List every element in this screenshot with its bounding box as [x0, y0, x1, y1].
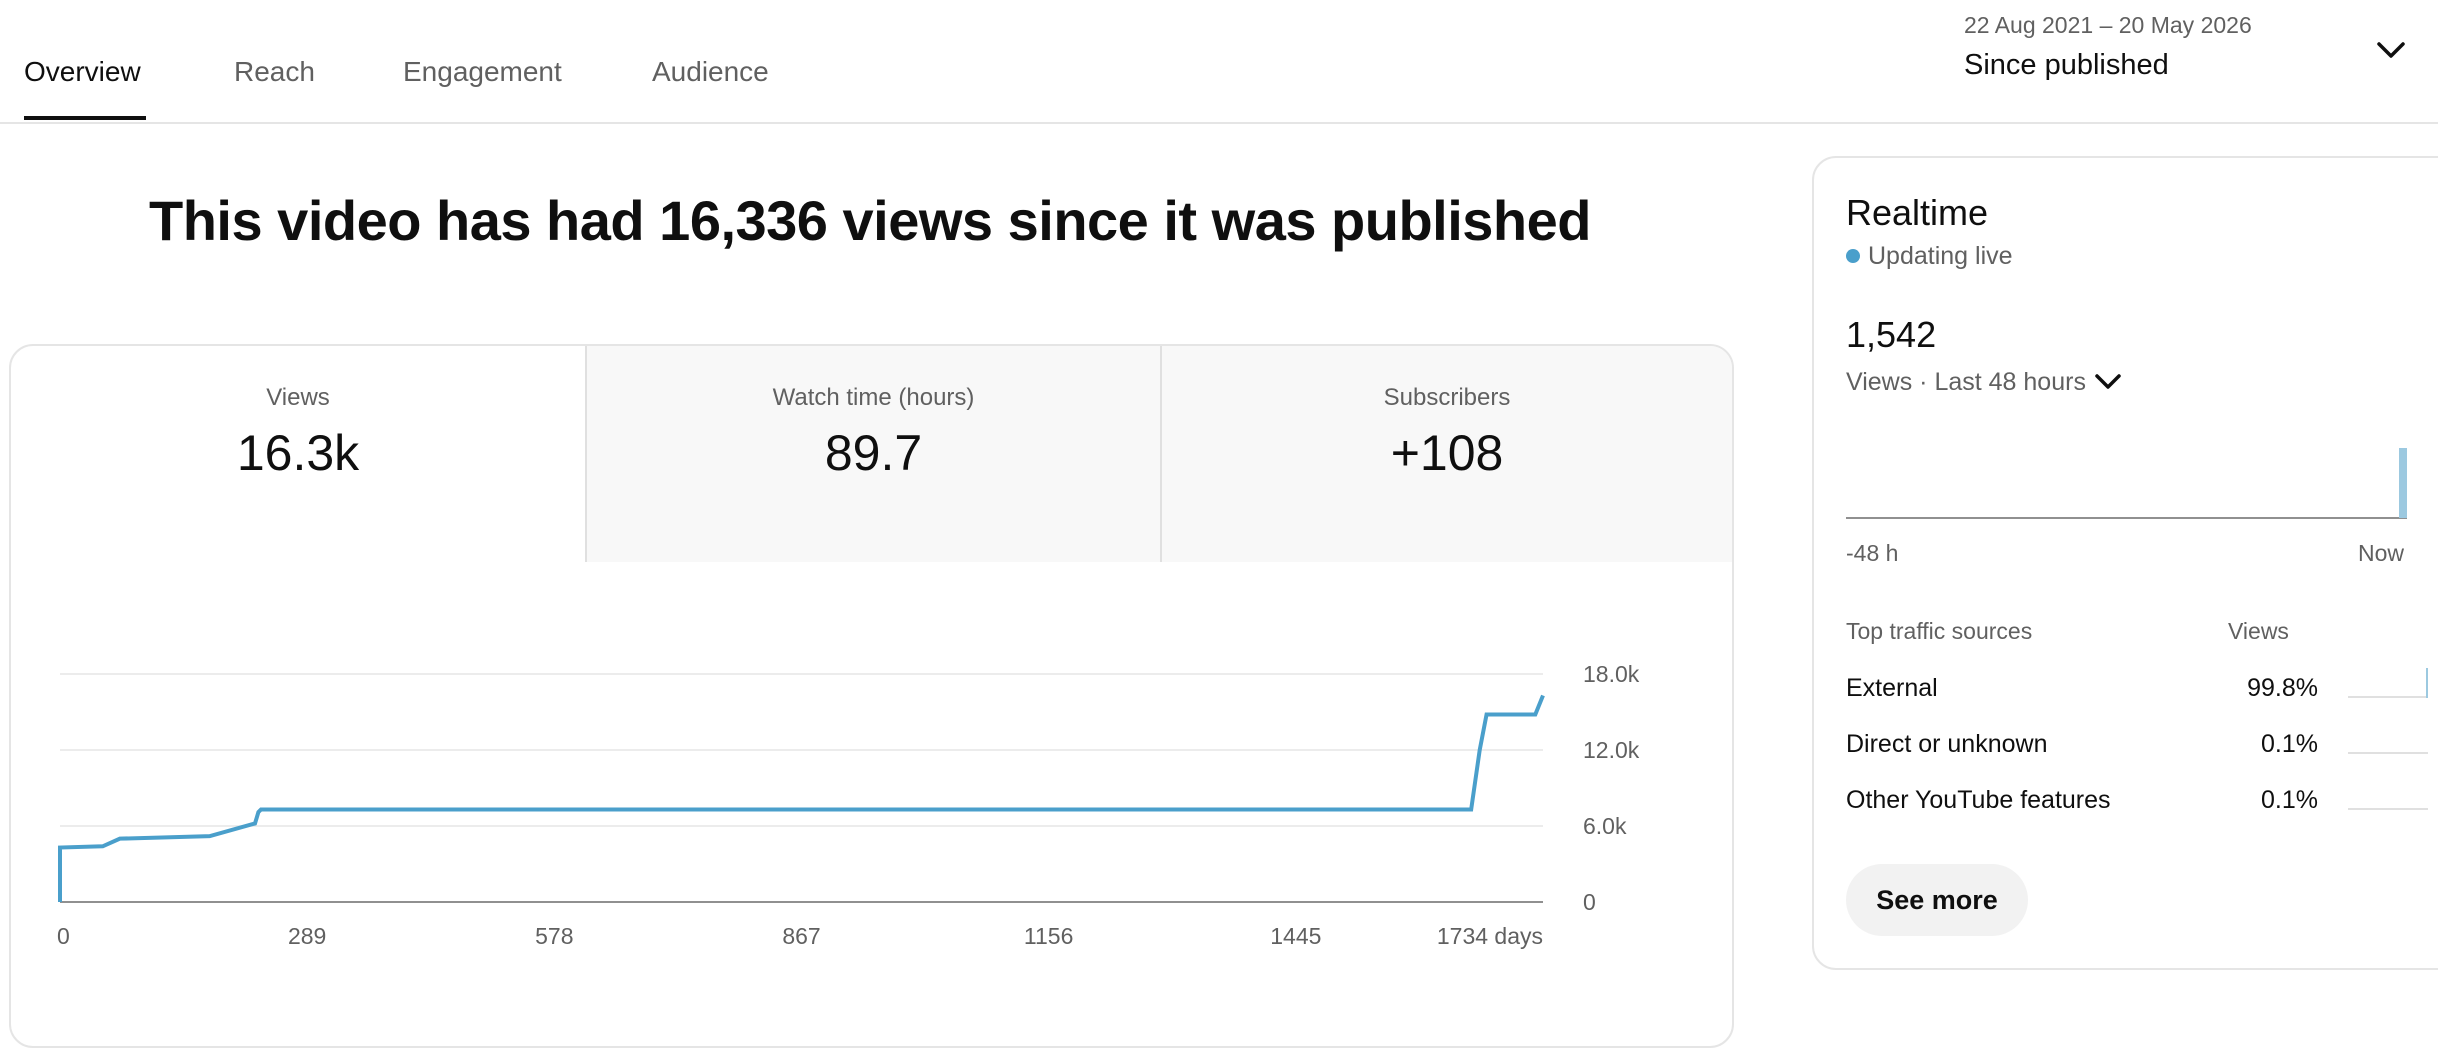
metrics-card: Views 16.3k Watch time (hours) 89.7 Subs…	[9, 344, 1734, 1048]
y-tick-label: 6.0k	[1583, 813, 1627, 839]
realtime-axis-start: -48 h	[1846, 540, 1898, 567]
traffic-source-pct: 99.8%	[2247, 674, 2318, 703]
x-tick-label: 1156	[1024, 923, 1073, 949]
traffic-row: External 99.8%	[1846, 674, 2426, 714]
traffic-share-bar	[2348, 808, 2428, 810]
traffic-header-source: Top traffic sources	[1846, 618, 2032, 645]
y-tick-label: 18.0k	[1583, 661, 1640, 687]
date-range-dates: 22 Aug 2021 – 20 May 2026	[1964, 12, 2252, 39]
traffic-source-name: Direct or unknown	[1846, 730, 2047, 759]
x-tick-label: 0	[57, 923, 70, 949]
tab-overview[interactable]: Overview	[24, 56, 141, 88]
traffic-source-name: Other YouTube features	[1846, 786, 2111, 815]
x-tick-label: 578	[535, 923, 573, 949]
x-tick-label: 867	[782, 923, 820, 949]
traffic-share-bar	[2348, 696, 2428, 698]
x-tick-label: 1445	[1270, 923, 1321, 949]
x-tick-label: 289	[288, 923, 326, 949]
traffic-share-fill	[2426, 668, 2428, 698]
traffic-source-name: External	[1846, 674, 1938, 703]
traffic-row: Direct or unknown 0.1%	[1846, 730, 2426, 770]
realtime-bar	[2399, 448, 2407, 518]
active-tab-indicator	[24, 116, 146, 120]
y-tick-label: 0	[1583, 889, 1596, 915]
realtime-chart	[1814, 158, 2438, 538]
traffic-share-bar	[2348, 752, 2428, 754]
traffic-row: Other YouTube features 0.1%	[1846, 786, 2426, 826]
tab-engagement[interactable]: Engagement	[403, 56, 562, 88]
page-headline: This video has had 16,336 views since it…	[0, 188, 1740, 253]
traffic-source-pct: 0.1%	[2261, 730, 2318, 759]
views-chart: 0 6.0k 12.0k 18.0k 0 289 578 867 1156 1445 1734 da…	[11, 346, 1732, 1046]
realtime-panel: Realtime Updating live 1,542 Views · Las…	[1812, 156, 2438, 970]
see-more-button[interactable]: See more	[1846, 864, 2028, 936]
views-series-line	[60, 696, 1543, 902]
traffic-source-pct: 0.1%	[2261, 786, 2318, 815]
tab-reach[interactable]: Reach	[234, 56, 315, 88]
chevron-down-icon[interactable]	[2376, 40, 2406, 62]
date-range-label: Since published	[1964, 49, 2252, 82]
tab-audience[interactable]: Audience	[652, 56, 769, 88]
date-range-selector[interactable]: 22 Aug 2021 – 20 May 2026 Since publishe…	[1964, 12, 2252, 82]
realtime-axis-end: Now	[2358, 540, 2404, 567]
y-tick-label: 12.0k	[1583, 737, 1640, 763]
x-tick-label: 1734 days	[1437, 923, 1543, 949]
traffic-header-views: Views	[2228, 618, 2289, 645]
